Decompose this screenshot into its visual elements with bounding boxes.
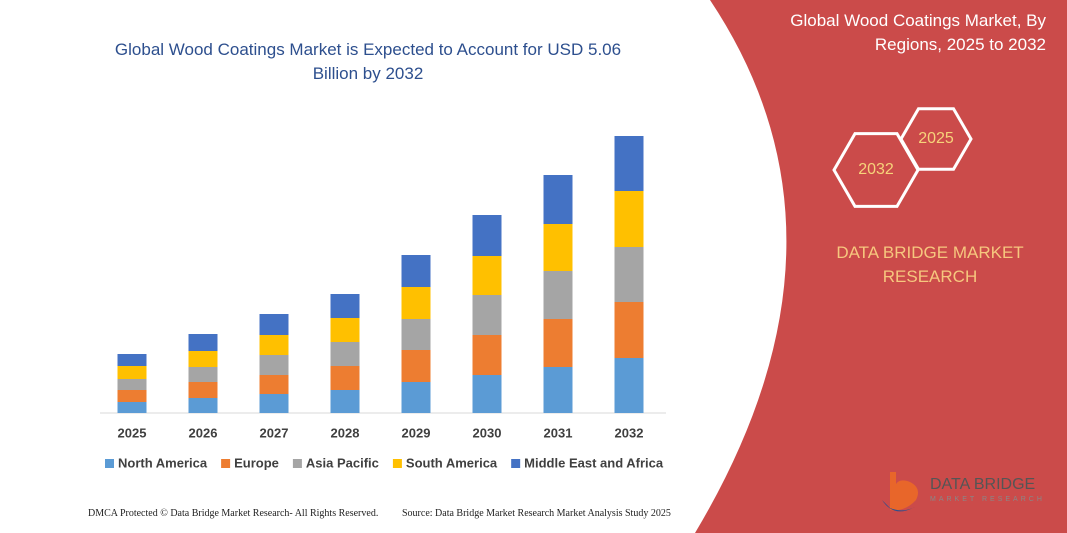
bar-segment [614,247,644,302]
bar-segment [188,367,218,382]
bar-segment [259,355,289,375]
bar-segment [543,271,573,319]
legend-label: Europe [234,455,279,470]
bar-segment [330,294,360,318]
legend-swatch [392,459,402,468]
bar-segment [330,318,360,342]
logo-text: DATA BRIDGE [930,476,1035,493]
logo-subtext: MARKET RESEARCH [930,496,1045,503]
footer-note: DMCA Protected © Data Bridge Market Rese… [88,508,379,519]
bar-segment [259,394,289,413]
bar-segment [614,302,644,358]
legend-swatch [105,459,114,468]
bar-segment [401,350,431,382]
bar-segment [117,390,147,402]
hexagon-label: 2032 [858,161,894,178]
bar-segment [117,379,147,390]
x-tick-label: 2030 [473,425,502,440]
footer-source: Source: Data Bridge Market Research Mark… [402,508,671,519]
chart-title: Global Wood Coatings Market is Expected … [114,40,622,83]
bar-segment [188,334,218,351]
bar-segment [472,215,502,256]
bar-segment [472,335,502,375]
x-tick-label: 2032 [615,425,644,440]
hexagon-label: 2025 [918,130,954,147]
bar-segment [614,358,644,413]
bar-segment [472,295,502,335]
bar-segment [614,191,644,247]
bar-segment [117,402,147,413]
bar-segment [259,375,289,394]
bar-segment [614,136,644,191]
x-tick-label: 2028 [331,425,360,440]
bar-segment [330,390,360,413]
legend-swatch [221,459,231,468]
bar-segment [543,175,573,224]
x-tick-label: 2031 [544,425,573,440]
bar-segment [188,351,218,367]
legend-swatch [292,459,302,468]
bar-segment [401,287,431,319]
bar-segment [259,314,289,335]
bar-segment [117,354,147,366]
panel-title: Global Wood Coatings Market, By Regions,… [790,11,1046,54]
bar-segment [259,335,289,355]
bar-segment [401,382,431,413]
bar-segment [543,367,573,413]
bar-segment [188,398,218,413]
legend-label: Middle East and Africa [524,455,664,470]
bar-segment [330,366,360,390]
logo-icon [890,472,918,511]
x-tick-label: 2026 [189,425,218,440]
red-panel [695,0,1067,533]
bar-segment [472,256,502,295]
bar-segment [401,255,431,287]
bar-segment [188,382,218,398]
bar-segment [330,342,360,366]
x-tick-label: 2027 [260,425,289,440]
legend-swatch [511,459,521,468]
legend-label: South America [406,455,498,470]
brand-name: DATA BRIDGE MARKET RESEARCH [836,243,1024,286]
bar-segment [543,319,573,367]
x-tick-label: 2029 [402,425,431,440]
bar-segment [401,319,431,350]
legend-label: North America [118,455,208,470]
legend-label: Asia Pacific [306,455,379,470]
logo-icon [882,500,918,512]
bar-segment [543,224,573,271]
x-tick-label: 2025 [118,425,147,440]
bar-segment [117,366,147,379]
bar-segment [472,375,502,413]
hexagon [832,132,920,208]
